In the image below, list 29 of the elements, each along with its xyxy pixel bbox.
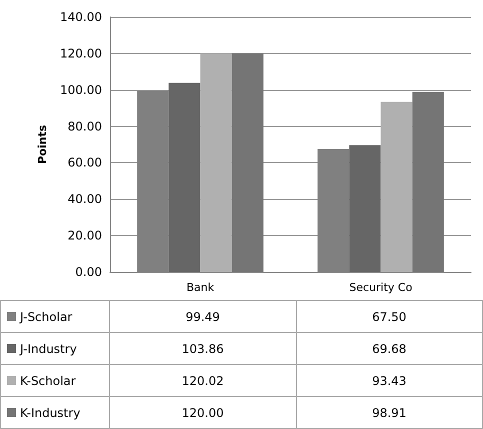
y-tick-label: 60.00 (68, 156, 102, 170)
data-label: 67.50 (296, 301, 483, 333)
bar (380, 102, 412, 272)
legend-label: K-Scholar (20, 374, 76, 388)
y-tick-label: 80.00 (68, 119, 102, 134)
x-tick-label: Bank (186, 281, 215, 294)
legend-label: J-Scholar (20, 310, 72, 324)
data-label: 93.43 (296, 365, 483, 397)
y-tick-label: 100.00 (60, 82, 102, 97)
bar (232, 53, 264, 272)
y-tick-label: 0.00 (75, 265, 102, 279)
data-label: 103.86 (110, 333, 296, 365)
data-label: 69.68 (296, 333, 483, 365)
data-label: 98.91 (296, 397, 483, 429)
y-tick-label: 40.00 (68, 192, 102, 206)
legend-label: K-Industry (20, 406, 80, 420)
y-axis-title: Points (36, 124, 49, 164)
bar (412, 92, 444, 272)
data-label: 99.49 (110, 301, 296, 333)
bar (349, 145, 381, 272)
y-tick-label: 120.00 (60, 46, 102, 60)
bar (168, 82, 200, 272)
x-tick-label: Security Co (349, 281, 413, 294)
y-tick-label: 20.00 (68, 228, 102, 243)
data-label: 120.02 (110, 365, 296, 397)
bar (200, 53, 232, 272)
y-tick-label: 140.00 (60, 10, 102, 24)
data-label: 120.00 (110, 397, 296, 429)
legend-label: J-Industry (20, 342, 77, 356)
